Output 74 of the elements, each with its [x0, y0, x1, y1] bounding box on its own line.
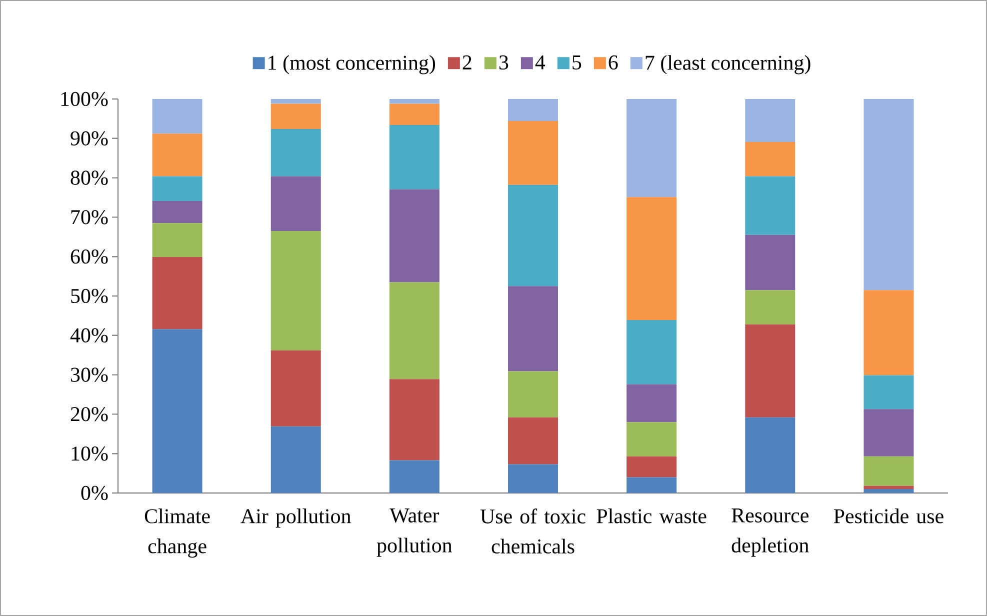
bar [864, 486, 914, 490]
bar [508, 371, 558, 418]
y-tick-label: 10% [72, 446, 108, 461]
y-tick-label: 40% [70, 328, 108, 343]
bar [864, 375, 914, 410]
bar [508, 98, 558, 122]
x-tick-label: Resource depletion [732, 508, 809, 557]
bar [508, 184, 558, 286]
bar [270, 176, 321, 231]
bar [270, 104, 321, 129]
bar [626, 456, 677, 478]
bar [745, 324, 796, 418]
bar [626, 422, 677, 456]
y-tick-label: 80% [70, 170, 108, 185]
bar [389, 125, 440, 190]
bar [745, 176, 796, 235]
bar [152, 134, 202, 176]
bar [389, 98, 440, 104]
legend-label: 4 [535, 55, 546, 70]
bar [745, 290, 796, 324]
legend-label: 3 [499, 55, 508, 70]
y-tick-label: 100% [61, 92, 108, 106]
bar [152, 201, 202, 224]
x-tick-label: Climate change [144, 508, 210, 558]
x-tick-label: Use of toxic chemicals [480, 508, 586, 554]
y-tick-label: 60% [70, 249, 108, 264]
y-tick-label: 90% [70, 131, 108, 146]
bar [389, 379, 440, 460]
bar [745, 417, 796, 493]
bar [864, 98, 914, 290]
bar [626, 320, 677, 384]
legend-label: 1 (most concerning) [268, 55, 436, 74]
bar [152, 176, 202, 202]
legend-label: 6 [608, 55, 618, 70]
bar [626, 477, 677, 493]
x-tick-label: Water pollution [376, 508, 452, 557]
legend-label: 7 (least concerning) [646, 55, 810, 74]
bar [152, 223, 202, 257]
bar [508, 417, 558, 464]
bar [864, 409, 914, 456]
bar [508, 286, 558, 372]
bar [864, 489, 914, 493]
bar [389, 189, 440, 282]
y-tick-label: 0% [81, 486, 108, 500]
bar [270, 230, 321, 350]
y-tick-label: 70% [71, 210, 108, 224]
bar [152, 329, 202, 493]
bar [270, 128, 321, 176]
y-tick-label: 30% [70, 368, 108, 382]
bar [508, 121, 558, 185]
bar [745, 142, 796, 176]
bar [389, 460, 440, 493]
y-tick-label: 50% [71, 288, 108, 304]
y-tick-label: 20% [70, 407, 108, 422]
bar [270, 350, 321, 426]
bar [389, 282, 440, 380]
bar [626, 384, 677, 422]
bar [270, 98, 321, 104]
bar [508, 464, 558, 493]
bar [626, 98, 677, 198]
legend-label: 2 [462, 55, 472, 70]
bar [152, 98, 202, 134]
bar [626, 197, 677, 320]
bar [745, 234, 796, 290]
x-tick-label: Pesticide use [834, 508, 944, 524]
bar [152, 256, 202, 330]
x-tick-label: Air pollution [240, 508, 351, 528]
bar [270, 426, 321, 493]
bar [745, 98, 796, 142]
legend-label: 5 [572, 55, 582, 70]
bar [389, 104, 440, 125]
x-tick-label: Plastic waste [596, 508, 706, 524]
bar [864, 290, 914, 376]
bar [864, 456, 914, 486]
